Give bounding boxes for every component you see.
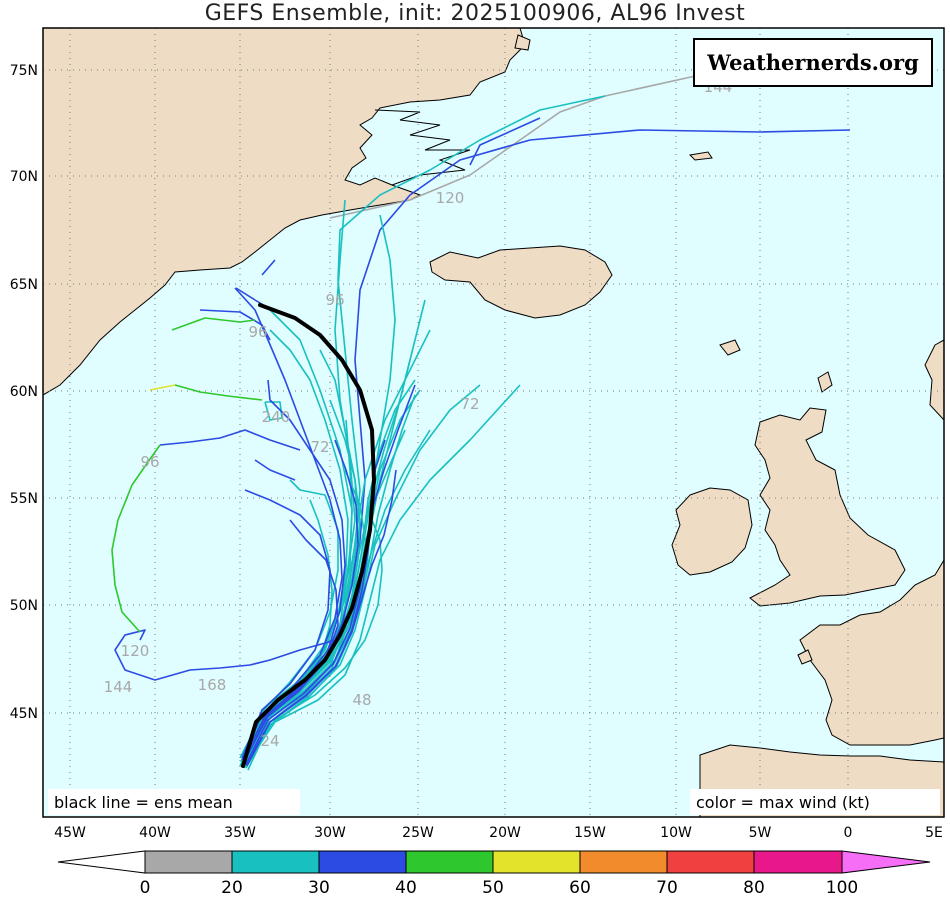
hour-label-240: 240 (262, 408, 291, 426)
lat-label: 70N (10, 169, 38, 185)
track-green-b (171, 317, 256, 331)
track-cyan-p (239, 399, 361, 767)
track-blue-west2 (254, 459, 296, 481)
channel-islands (797, 649, 813, 665)
track-blue-h (241, 489, 331, 759)
hour-label-48: 48 (352, 691, 371, 709)
track-blue-d (245, 384, 416, 765)
track-blue-g (245, 469, 397, 766)
lat-label: 75N (10, 63, 38, 79)
colorbar-labels: 0 20 30 40 50 60 70 80 100 (140, 878, 859, 898)
lon-labels: 45W 40W 35W 30W 25W 20W 15W 10W 5W 0 5E (54, 825, 943, 841)
lat-label: 45N (10, 706, 38, 722)
map-frame (42, 27, 945, 818)
track-blue-j (261, 259, 276, 276)
lat-label: 50N (10, 598, 38, 614)
colorbar-label: 0 (140, 878, 151, 898)
greenland-fjords (374, 109, 471, 186)
hour-label-96c: 96 (140, 453, 159, 471)
colorbar-label: 40 (395, 878, 417, 898)
hour-label-120b: 120 (121, 642, 150, 660)
greenland-islet (514, 34, 531, 51)
faroe-islands (719, 339, 741, 356)
norway-land (924, 339, 944, 421)
colorbar (57, 850, 931, 874)
lon-label: 20W (489, 825, 521, 841)
brand-text: Weathernerds.org (706, 50, 919, 75)
colorbar-high-end (841, 850, 931, 874)
colorbar-label: 80 (743, 878, 765, 898)
track-cyan-ne (247, 95, 606, 761)
colorbar-swatch (753, 850, 843, 874)
colorbar-label: 50 (482, 878, 504, 898)
colorbar-label: 20 (221, 878, 243, 898)
track-yellow (149, 384, 176, 391)
lon-label: 15W (574, 825, 606, 841)
legend-notes: black line = ens mean color = max wind (… (48, 789, 940, 815)
track-blue-wloop (159, 429, 301, 451)
hour-label-96b: 96 (248, 323, 267, 341)
colorbar-swatch (231, 850, 320, 874)
colorbar-swatch (405, 850, 494, 874)
map-panel: 96 96 96 120 120 144 144 168 240 72 72 4… (43, 28, 944, 817)
track-blue-f (244, 379, 346, 761)
colorbar-swatch (318, 850, 407, 874)
colorbar-label: 70 (656, 878, 678, 898)
ensemble-mean-track (241, 303, 376, 768)
hour-label-120a: 120 (436, 189, 465, 207)
track-green-c (174, 384, 263, 401)
shetland (817, 371, 833, 393)
lon-label: 10W (660, 825, 692, 841)
lon-label: 0 (844, 825, 853, 841)
lon-label: 45W (54, 825, 86, 841)
ireland-land (671, 487, 753, 576)
ensemble-tracks (111, 74, 851, 771)
colorbar-swatch (144, 850, 233, 874)
colorbar-label: 60 (569, 878, 591, 898)
track-cyan-loop (264, 401, 283, 421)
colorbar-swatch (492, 850, 581, 874)
iceland-land (429, 245, 613, 319)
colorbar-swatch (579, 850, 668, 874)
colorbar-label: 100 (826, 878, 858, 898)
map-title: GEFS Ensemble, init: 2025100906, AL96 In… (204, 1, 746, 26)
track-blue-a (234, 287, 343, 761)
small-island-north (688, 151, 713, 161)
track-blue-i (199, 309, 271, 341)
france-land (799, 559, 944, 746)
colorbar-swatch (666, 850, 755, 874)
lat-label: 60N (10, 384, 38, 400)
lon-label: 5E (925, 825, 943, 841)
lat-labels: 75N 70N 65N 60N 55N 50N 45N (10, 63, 38, 722)
hour-label-168: 168 (198, 676, 227, 694)
hour-label-24: 24 (260, 732, 279, 750)
lon-label: 5W (749, 825, 772, 841)
hour-label-144b: 144 (104, 678, 133, 696)
lon-label: 40W (139, 825, 171, 841)
mean-note: black line = ens mean (54, 793, 233, 812)
brand-box: Weathernerds.org (693, 38, 933, 87)
colorbar-label: 30 (308, 878, 330, 898)
lat-label: 65N (10, 277, 38, 293)
track-cyan-e (245, 384, 521, 765)
track-green-a (111, 444, 161, 633)
lon-label: 25W (402, 825, 434, 841)
lon-label: 35W (224, 825, 256, 841)
great-britain-land (749, 407, 906, 607)
lon-label: 30W (314, 825, 346, 841)
track-blue-ne2 (469, 117, 541, 166)
hour-label-72b: 72 (310, 438, 329, 456)
colorbar-low-end (57, 850, 146, 874)
wind-note: color = max wind (kt) (696, 793, 870, 812)
track-cyan-q (247, 519, 383, 765)
lat-label: 55N (10, 491, 38, 507)
hour-label-72a: 72 (460, 395, 479, 413)
hour-label-96a: 96 (325, 291, 344, 309)
